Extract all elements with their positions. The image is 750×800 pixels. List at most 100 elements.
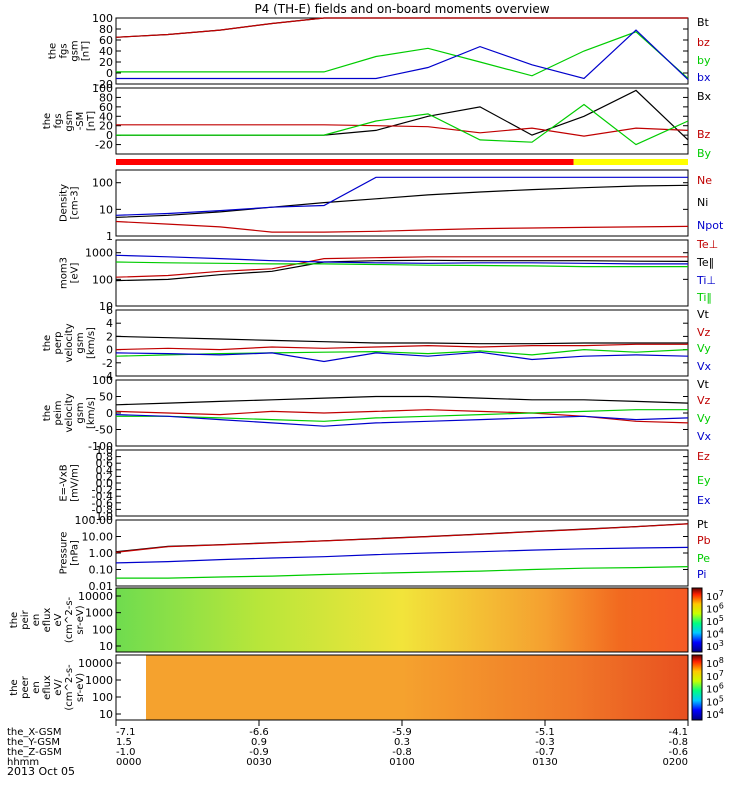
y-tick-label: 0.8 xyxy=(96,451,114,464)
y-tick-label: 1.00 xyxy=(89,547,114,560)
legend-bz: bz xyxy=(697,36,710,49)
y-axis-label-line: [eV] xyxy=(70,263,81,284)
y-tick-label: 80 xyxy=(99,91,113,104)
colorbar-tick-exp: 5 xyxy=(719,694,724,703)
colorbar-tick-exp: 6 xyxy=(719,602,724,611)
legend-Ni: Ni xyxy=(697,196,708,209)
ephemeris-value: -6.6 xyxy=(249,727,269,738)
legend-Ti⊥: Ti⊥ xyxy=(696,274,716,287)
y-axis-label-line: fgs xyxy=(53,113,64,128)
legend-Vx: Vx xyxy=(697,360,712,373)
colorbar-tick-base: 10 xyxy=(706,685,719,696)
spectrogram-peer: 10000 1000 100 10 thepeerenefluxeV/(cm^2-s-s… xyxy=(9,654,724,721)
y-tick-label: 100 xyxy=(92,374,113,387)
ephemeris-row-label: the_Z-GSM xyxy=(7,747,62,758)
y-axis-label-line: [cm-3] xyxy=(70,186,81,219)
spectrogram-gap xyxy=(116,655,146,720)
ephemeris-value: 0130 xyxy=(532,757,557,768)
legend-by: by xyxy=(697,54,711,67)
legend-Ex: Ex xyxy=(697,494,711,507)
colorbar-tick-label: 107 xyxy=(706,589,724,603)
y-tick-label: 0.2 xyxy=(96,470,114,483)
y-tick-label: 2 xyxy=(106,330,113,343)
colorbar-tick-label: 106 xyxy=(706,682,724,696)
y-axis-label-line: -SM xyxy=(75,112,86,131)
y-tick-label: -100 xyxy=(88,440,113,453)
y-axis-label-line: mom3 xyxy=(59,257,70,289)
colorbar-tick-exp: 4 xyxy=(719,627,724,636)
y-tick-label: 100 xyxy=(92,273,113,286)
y-tick-label: 10 xyxy=(99,640,113,653)
series-line-Te‖ xyxy=(115,259,689,282)
y-axis-label: Pressure[nPa] xyxy=(59,532,81,575)
y-tick-label: 20 xyxy=(99,120,113,133)
panel-frame xyxy=(115,17,689,85)
ephemeris-value: -0.3 xyxy=(535,737,555,748)
y-tick-label: 40 xyxy=(99,110,113,123)
date-label: 2013 Oct 05 xyxy=(7,765,75,778)
y-axis-label-line: eV xyxy=(53,613,64,626)
y-tick-label: -2 xyxy=(102,357,113,370)
colorbar-tick-label: 108 xyxy=(706,656,724,670)
legend-Ey: Ey xyxy=(697,474,711,487)
y-tick-label: 60 xyxy=(99,34,113,47)
y-axis-label-line: sr-eV) xyxy=(75,673,86,702)
y-tick-label: 100 xyxy=(92,691,113,704)
y-axis-label-line: fgs xyxy=(59,43,70,58)
legend-By: By xyxy=(697,147,712,160)
legend-Te‖: Te‖ xyxy=(696,256,714,269)
series-line-Te⊥ xyxy=(115,256,688,278)
y-tick-label: 1000 xyxy=(85,247,113,260)
y-tick-label: 0 xyxy=(106,67,113,80)
panel-temp: 1000 100 10 mom3[eV] Te⊥ Te‖ Ti⊥ Ti‖ xyxy=(59,238,719,313)
y-tick-label: 4 xyxy=(106,317,113,330)
y-axis-label-line: Pressure xyxy=(59,532,70,575)
ephemeris-value: -4.1 xyxy=(668,727,688,738)
colorbar-tick-base: 10 xyxy=(706,697,719,708)
series-line-Vx xyxy=(115,351,689,363)
ephemeris-value: 0.9 xyxy=(251,737,267,748)
colorbar-tick-base: 10 xyxy=(706,710,719,721)
y-tick-label: 10000 xyxy=(78,590,113,603)
legend-Vt: Vt xyxy=(697,308,710,321)
y-axis-label: mom3[eV] xyxy=(59,257,81,289)
y-axis-label-line: the xyxy=(42,113,53,129)
legend-Pt: Pt xyxy=(697,518,709,531)
y-axis-label: thepeirenefluxeV(cm^2-s-sr-eV) xyxy=(9,596,86,643)
y-axis-label-line: [nT] xyxy=(81,41,92,61)
spectrogram-image xyxy=(116,588,688,652)
y-tick-label: 100 xyxy=(92,623,113,636)
spectrogram-image xyxy=(116,655,688,720)
panel-pressure: 100.00 10.00 1.00 0.10 0.01 Pressure[nPa] Pt Pb… xyxy=(59,514,711,593)
y-axis-label: E=-VxB[mV/m] xyxy=(59,464,81,502)
status-segment xyxy=(573,159,688,165)
series-line-Bz xyxy=(116,124,689,137)
legend-Pe: Pe xyxy=(697,552,710,565)
series-line-by xyxy=(116,31,689,79)
ephemeris-value: 0200 xyxy=(663,757,688,768)
ephemeris-value: 0.3 xyxy=(394,737,410,748)
ephemeris-value: -0.6 xyxy=(668,747,688,758)
series-line-Ne xyxy=(115,220,689,233)
panel-frame xyxy=(115,169,689,237)
series-line-Bx xyxy=(116,89,689,141)
colorbar-tick-exp: 4 xyxy=(719,707,724,716)
ephemeris-table: the_X-GSM -7.1 -6.6 -5.9 -5.1 -4.1 the_Y-GSM 1.… xyxy=(7,720,689,768)
legend-Npot: Npot xyxy=(697,219,724,232)
legend-Te⊥: Te⊥ xyxy=(696,238,718,251)
series-line-bz xyxy=(115,17,688,38)
y-tick-label: -0.4 xyxy=(92,490,113,503)
panel-frame xyxy=(115,379,689,447)
y-axis-label-line: (cm^2-s- xyxy=(64,664,75,711)
y-tick-label: 80 xyxy=(99,23,113,36)
y-tick-label: 10.00 xyxy=(82,531,114,544)
colorbar-tick-exp: 3 xyxy=(719,639,724,648)
y-axis-label-line: eV/ xyxy=(53,679,64,696)
colorbar-tick-exp: 8 xyxy=(719,656,724,665)
series-line-Npot xyxy=(115,176,688,216)
series-line-Ti⊥ xyxy=(115,254,688,265)
colorbar-tick-base: 10 xyxy=(706,617,719,628)
y-axis-label-line: en xyxy=(31,614,42,627)
ephemeris-row-label: the_X-GSM xyxy=(7,727,61,738)
